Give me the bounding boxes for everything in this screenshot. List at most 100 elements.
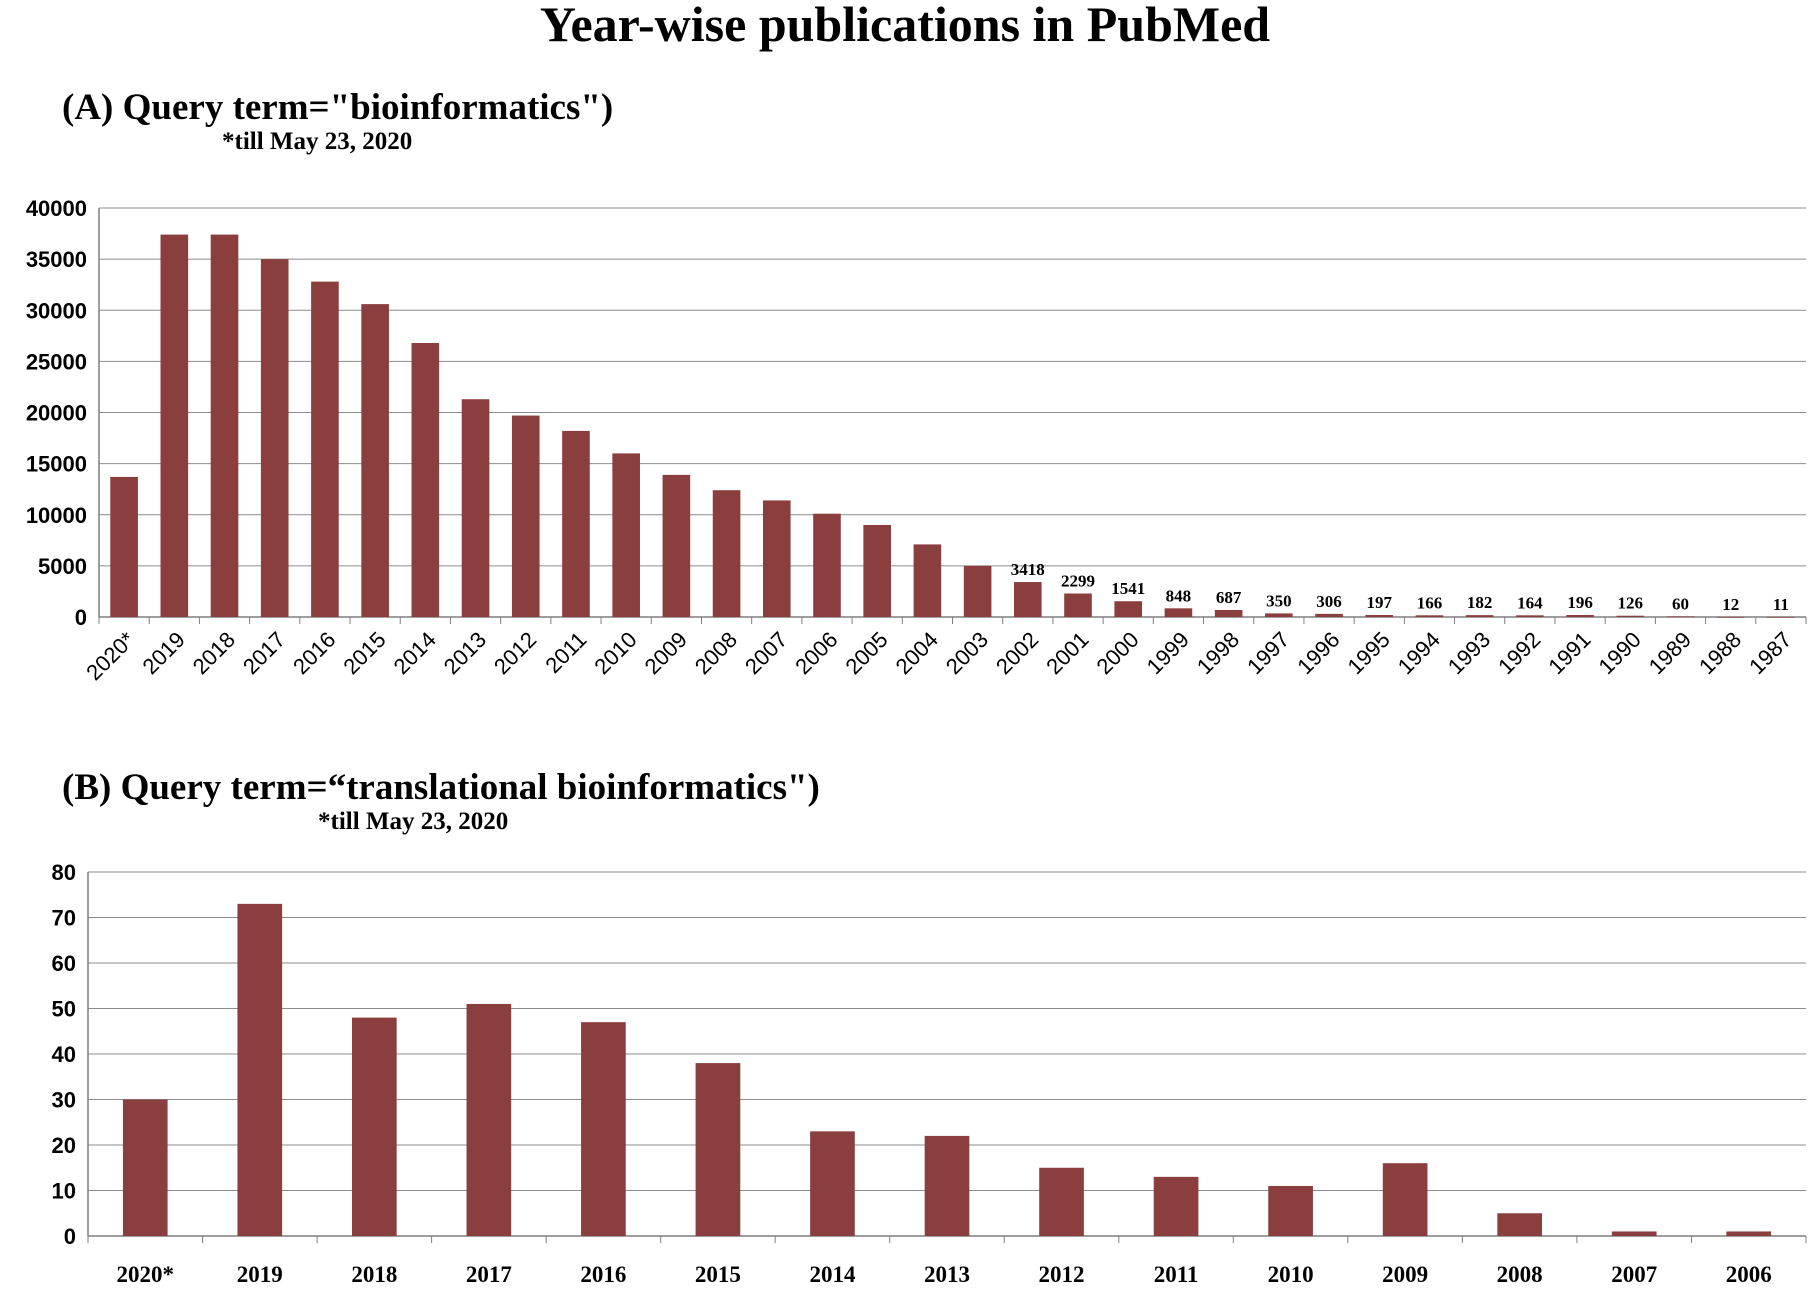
bar xyxy=(612,453,640,617)
x-tick-label: 2018 xyxy=(351,1262,397,1287)
panel-b-title: (B) Query term=“translational bioinforma… xyxy=(62,767,820,808)
x-tick-label: 1999 xyxy=(1142,627,1194,679)
bar xyxy=(662,474,691,617)
bar xyxy=(1039,1167,1084,1236)
bar xyxy=(1315,613,1343,617)
x-tick-label: 2002 xyxy=(991,627,1043,679)
data-label: 848 xyxy=(1166,586,1192,605)
data-label: 3418 xyxy=(1011,560,1045,579)
x-tick-label: 2011 xyxy=(1154,1262,1199,1287)
data-label: 60 xyxy=(1672,594,1689,613)
x-tick-label: 2010 xyxy=(1268,1262,1314,1287)
bar xyxy=(1566,614,1594,617)
bar xyxy=(1516,615,1544,617)
y-tick-label: 30000 xyxy=(26,298,87,323)
bar xyxy=(1716,616,1745,618)
bar xyxy=(160,234,189,617)
x-tick-label: 2020* xyxy=(81,627,140,686)
bar xyxy=(581,1022,626,1236)
bar xyxy=(466,1003,512,1236)
data-label: 1541 xyxy=(1111,579,1145,598)
x-tick-label: 1988 xyxy=(1694,627,1746,679)
chart-b: 0 10 20 30 40 50 60 70 80 2020* 2019 2018 2017 2016 20… xyxy=(52,860,1807,1287)
bar xyxy=(963,565,992,617)
bar xyxy=(1153,1176,1199,1236)
data-label: 11 xyxy=(1773,595,1789,614)
bar xyxy=(461,399,490,617)
panel-b-note: *till May 23, 2020 xyxy=(318,808,509,835)
bar xyxy=(210,234,239,617)
bar xyxy=(110,476,138,617)
y-tick-label: 60 xyxy=(52,951,76,976)
bar xyxy=(863,524,891,617)
x-tick-label: 2007 xyxy=(740,627,792,679)
x-tick-label: 2009 xyxy=(1382,1262,1428,1287)
x-tick-label: 2006 xyxy=(790,627,842,679)
bar xyxy=(913,544,942,617)
y-tick-label: 40 xyxy=(52,1042,76,1067)
x-tick-label: 2000 xyxy=(1091,627,1143,679)
x-tick-label: 2007 xyxy=(1611,1262,1657,1287)
bar xyxy=(1382,1163,1428,1236)
bar xyxy=(260,259,289,617)
bar xyxy=(1415,615,1444,617)
x-tick-label: 2019 xyxy=(237,1262,283,1287)
x-tick-label: 2012 xyxy=(1039,1262,1085,1287)
x-tick-label: 1989 xyxy=(1644,627,1696,679)
bar xyxy=(122,1099,168,1236)
data-label: 182 xyxy=(1467,593,1493,612)
x-tick-label: 2011 xyxy=(540,627,591,678)
bar xyxy=(762,500,791,617)
y-tick-label: 25000 xyxy=(26,349,87,374)
bar xyxy=(712,490,741,617)
bar xyxy=(1666,616,1695,618)
y-tick-label: 10000 xyxy=(26,503,87,528)
bar xyxy=(810,1131,855,1236)
bar xyxy=(411,342,440,617)
bar xyxy=(237,903,283,1236)
y-tick-label: 70 xyxy=(52,906,76,931)
panel-a-note: *till May 23, 2020 xyxy=(222,128,413,155)
bar xyxy=(813,513,841,617)
data-label: 164 xyxy=(1517,593,1543,612)
x-tick-label: 2003 xyxy=(941,627,993,679)
bar xyxy=(1611,1231,1657,1236)
x-tick-label: 2016 xyxy=(580,1262,626,1287)
data-label: 687 xyxy=(1216,588,1242,607)
x-tick-label: 1993 xyxy=(1443,627,1495,679)
x-tick-label: 2010 xyxy=(589,627,641,679)
bar xyxy=(1365,614,1394,617)
x-tick-label: 2014 xyxy=(389,627,441,679)
y-tick-label: 10 xyxy=(52,1179,76,1204)
y-tick-label: 5000 xyxy=(38,554,87,579)
x-tick-label: 2006 xyxy=(1726,1262,1772,1287)
bar xyxy=(1014,582,1042,617)
data-label: 197 xyxy=(1367,593,1393,612)
bar xyxy=(1214,609,1243,617)
y-tick-label: 20 xyxy=(52,1133,76,1158)
x-tick-label: 2018 xyxy=(188,627,240,679)
data-label: 126 xyxy=(1618,594,1644,613)
bar xyxy=(1265,613,1293,617)
x-tick-label: 2014 xyxy=(809,1262,856,1287)
y-tick-label: 0 xyxy=(64,1224,76,1249)
y-tick-label: 15000 xyxy=(26,452,87,477)
x-tick-label: 2013 xyxy=(924,1262,970,1287)
bar xyxy=(311,281,339,617)
data-label: 12 xyxy=(1722,595,1739,614)
bar xyxy=(361,304,389,617)
data-label: 196 xyxy=(1567,593,1593,612)
x-tick-label: 1992 xyxy=(1493,627,1545,679)
data-label: 350 xyxy=(1266,591,1292,610)
y-tick-label: 40000 xyxy=(26,196,87,221)
x-tick-label: 2020* xyxy=(117,1262,175,1287)
bar xyxy=(351,1017,397,1236)
bar xyxy=(1268,1185,1313,1236)
x-tick-label: 2008 xyxy=(690,627,742,679)
x-tick-label: 1994 xyxy=(1393,627,1445,679)
x-tick-label: 2001 xyxy=(1041,627,1093,679)
bar xyxy=(1497,1213,1543,1236)
x-tick-label: 1997 xyxy=(1242,627,1294,679)
bar xyxy=(1465,615,1494,617)
bar xyxy=(695,1063,741,1236)
